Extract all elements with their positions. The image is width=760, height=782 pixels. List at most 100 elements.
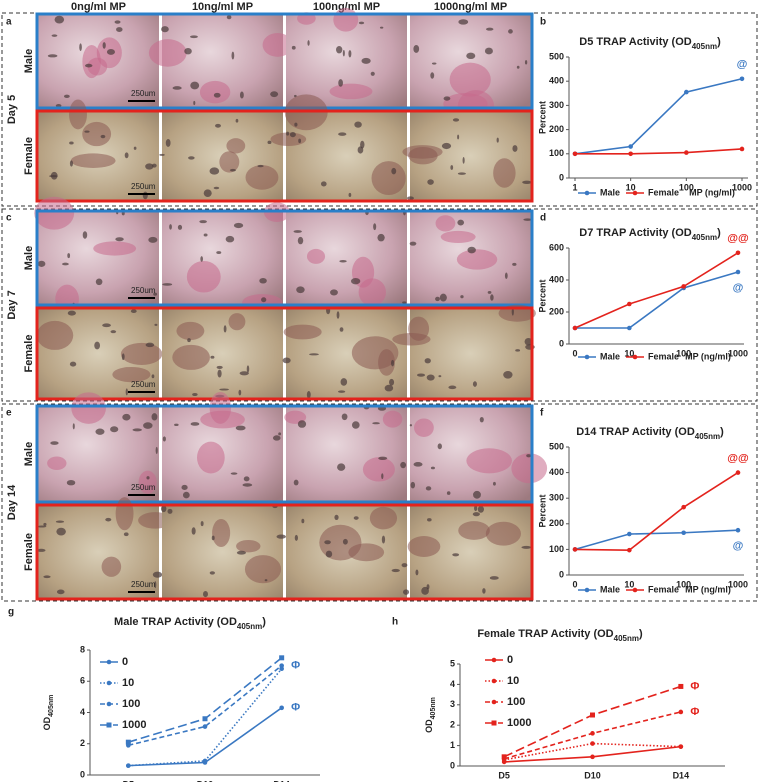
- micrograph-feature: [110, 330, 117, 334]
- micrograph-feature: [381, 535, 386, 544]
- micrograph-feature: [61, 262, 69, 266]
- micrograph-feature: [458, 19, 469, 25]
- micrograph-feature: [67, 310, 76, 316]
- y-tick-label: 100: [549, 148, 564, 158]
- micrograph-feature: [215, 123, 221, 128]
- micrograph-feature: [291, 45, 296, 50]
- series-line: [575, 271, 739, 329]
- y-tick-label: 500: [549, 51, 564, 61]
- micrograph-feature: [306, 391, 311, 399]
- micrograph-feature: [373, 223, 377, 231]
- micrograph-feature: [339, 259, 347, 263]
- micrograph-feature: [348, 192, 352, 198]
- micrograph-feature: [176, 321, 205, 341]
- micrograph-feature: [401, 563, 408, 568]
- y-tick-label: 100: [549, 544, 564, 554]
- micrograph-feature: [431, 62, 437, 65]
- title-text: ): [262, 616, 266, 628]
- micrograph-feature: [148, 236, 158, 243]
- micrograph-feature: [159, 153, 165, 156]
- data-point: [739, 146, 745, 152]
- chart-title: D7 TRAP Activity (OD405nm): [579, 227, 721, 242]
- data-point: [279, 663, 284, 668]
- y-tick-label: 400: [549, 467, 564, 477]
- x-tick-label: 1000: [728, 348, 748, 358]
- micrograph-feature: [413, 44, 420, 53]
- micrograph-feature: [216, 365, 223, 369]
- micrograph-feature: [226, 15, 232, 20]
- micrograph-feature: [524, 337, 533, 346]
- micrograph-feature: [466, 448, 512, 474]
- micrograph-feature: [427, 179, 434, 185]
- micrograph-feature: [213, 186, 220, 190]
- micrograph-feature: [472, 512, 480, 517]
- micrograph-feature: [184, 47, 192, 55]
- micrograph-feature: [267, 140, 272, 145]
- series-line: [128, 668, 283, 767]
- day-label: Day 7: [6, 290, 18, 319]
- micrograph-feature: [338, 132, 347, 136]
- micrograph-feature: [342, 538, 348, 545]
- series-line: [504, 745, 681, 763]
- micrograph-feature: [358, 21, 365, 25]
- micrograph-feature: [486, 27, 494, 31]
- x-tick-label: D5: [123, 779, 135, 782]
- y-axis-label: Percent: [537, 101, 547, 134]
- y-tick-label: 0: [559, 569, 564, 579]
- column-header: 0ng/ml MP: [71, 1, 126, 13]
- data-point: [202, 716, 208, 722]
- micrograph-feature: [34, 196, 75, 230]
- micrograph-feature: [69, 99, 87, 130]
- micrograph-feature: [457, 219, 465, 226]
- chart: b D5 TRAP Activity (OD405nm) 0 100 200 300 400…: [537, 17, 752, 198]
- chart: d D7 TRAP Activity (OD405nm) 0 200 400 600 0 10…: [537, 213, 749, 362]
- micrograph-feature: [439, 293, 447, 302]
- data-point: [590, 741, 595, 746]
- micrograph-feature: [286, 131, 290, 136]
- title-sub: 405nm: [614, 634, 639, 643]
- micrograph-feature: [456, 249, 498, 270]
- x-tick-label: D14: [273, 779, 290, 782]
- title-text: Female TRAP Activity (OD: [477, 628, 613, 640]
- micrograph-feature: [235, 118, 239, 123]
- title-text: D7 TRAP Activity (OD: [579, 227, 692, 239]
- micrograph-feature: [162, 436, 166, 442]
- x-tick-label: 1: [572, 182, 577, 192]
- micrograph-feature: [515, 349, 521, 352]
- significance-note: Φ: [291, 660, 300, 672]
- micrograph-feature: [384, 384, 394, 392]
- data-point: [681, 530, 686, 536]
- significance-note: Φ: [690, 680, 699, 692]
- micrograph-feature: [438, 375, 442, 378]
- micrograph-feature: [339, 327, 344, 332]
- micrograph-feature: [369, 506, 398, 530]
- micrograph-feature: [330, 289, 338, 296]
- micrograph-feature: [409, 424, 413, 427]
- micrograph-feature: [524, 60, 528, 65]
- micrograph-feature: [146, 476, 150, 480]
- title-text: ): [717, 36, 721, 48]
- micrograph-feature: [358, 278, 386, 307]
- micrograph-feature: [417, 373, 425, 377]
- micrograph-feature: [516, 65, 520, 69]
- micrograph-feature: [124, 152, 129, 159]
- micrograph-feature: [115, 497, 134, 531]
- title-text: ): [720, 426, 724, 438]
- x-tick-label: 10: [624, 348, 634, 358]
- micrograph-feature: [188, 156, 195, 160]
- row-label: Female: [23, 137, 35, 175]
- y-label-sub: 405nm: [48, 695, 55, 717]
- micrograph-feature: [340, 378, 348, 386]
- micrograph-feature: [293, 230, 302, 233]
- series-line: [128, 657, 283, 743]
- micrograph-feature: [306, 248, 326, 264]
- day-label: Day 14: [6, 484, 18, 520]
- micrograph-feature: [200, 256, 203, 262]
- data-point: [202, 758, 208, 764]
- micrograph-feature: [177, 224, 183, 230]
- micrograph-feature: [508, 29, 513, 34]
- x-tick-label: 0: [572, 579, 577, 589]
- micrograph-feature: [121, 353, 125, 361]
- title-text: ): [639, 628, 643, 640]
